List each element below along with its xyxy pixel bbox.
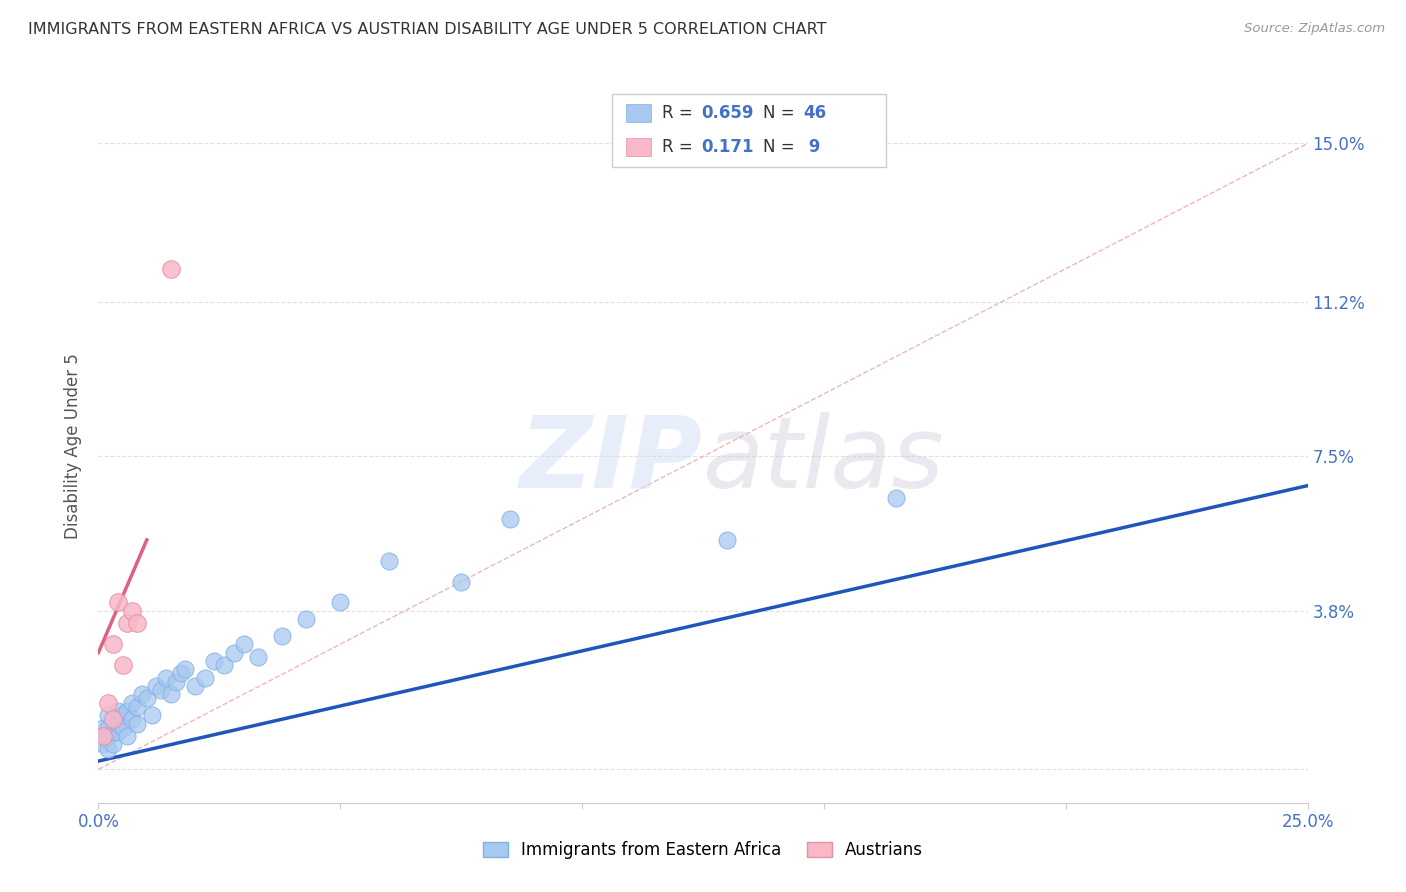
Text: Source: ZipAtlas.com: Source: ZipAtlas.com	[1244, 22, 1385, 36]
Point	[107, 716, 129, 731]
Point	[97, 721, 120, 735]
Point	[194, 671, 217, 685]
Point	[117, 729, 139, 743]
Point	[204, 654, 226, 668]
Point	[111, 721, 134, 735]
Point	[498, 512, 520, 526]
Point	[121, 696, 143, 710]
Point	[716, 533, 738, 547]
Point	[165, 674, 187, 689]
Point	[127, 699, 149, 714]
Point	[169, 666, 191, 681]
Point	[107, 595, 129, 609]
Point	[127, 716, 149, 731]
Point	[141, 708, 163, 723]
Point	[107, 724, 129, 739]
Point	[117, 616, 139, 631]
Y-axis label: Disability Age Under 5: Disability Age Under 5	[65, 353, 83, 539]
Text: 46: 46	[803, 104, 825, 122]
Text: IMMIGRANTS FROM EASTERN AFRICA VS AUSTRIAN DISABILITY AGE UNDER 5 CORRELATION CH: IMMIGRANTS FROM EASTERN AFRICA VS AUSTRI…	[28, 22, 827, 37]
Point	[91, 729, 114, 743]
Point	[295, 612, 318, 626]
Point	[121, 604, 143, 618]
Point	[160, 687, 183, 701]
Point	[91, 721, 114, 735]
Point	[101, 712, 124, 726]
Text: 0.659: 0.659	[702, 104, 754, 122]
Point	[145, 679, 167, 693]
Point	[450, 574, 472, 589]
Point	[101, 724, 124, 739]
Point	[184, 679, 207, 693]
Text: R =: R =	[662, 104, 699, 122]
Point	[91, 738, 114, 752]
Text: 0.171: 0.171	[702, 138, 754, 156]
Point	[101, 738, 124, 752]
Point	[212, 658, 235, 673]
Point	[155, 671, 177, 685]
Point	[97, 708, 120, 723]
Text: N =: N =	[763, 138, 800, 156]
Point	[232, 637, 254, 651]
Text: R =: R =	[662, 138, 699, 156]
Point	[135, 691, 157, 706]
Point	[101, 637, 124, 651]
Point	[107, 704, 129, 718]
Legend: Immigrants from Eastern Africa, Austrians: Immigrants from Eastern Africa, Austrian…	[477, 835, 929, 866]
Point	[121, 712, 143, 726]
Point	[271, 629, 294, 643]
Point	[117, 704, 139, 718]
Text: ZIP: ZIP	[520, 412, 703, 508]
Point	[97, 741, 120, 756]
Point	[127, 616, 149, 631]
Text: N =: N =	[763, 104, 800, 122]
Point	[91, 729, 114, 743]
Point	[247, 649, 270, 664]
Point	[160, 261, 183, 276]
Point	[97, 696, 120, 710]
Point	[222, 646, 245, 660]
Point	[377, 554, 399, 568]
Point	[97, 729, 120, 743]
Point	[131, 687, 153, 701]
Point	[101, 712, 124, 726]
Point	[174, 662, 197, 676]
Point	[886, 491, 908, 505]
Text: 9: 9	[803, 138, 820, 156]
Point	[111, 708, 134, 723]
Point	[111, 658, 134, 673]
Point	[329, 595, 352, 609]
Text: atlas: atlas	[703, 412, 945, 508]
Point	[150, 683, 173, 698]
